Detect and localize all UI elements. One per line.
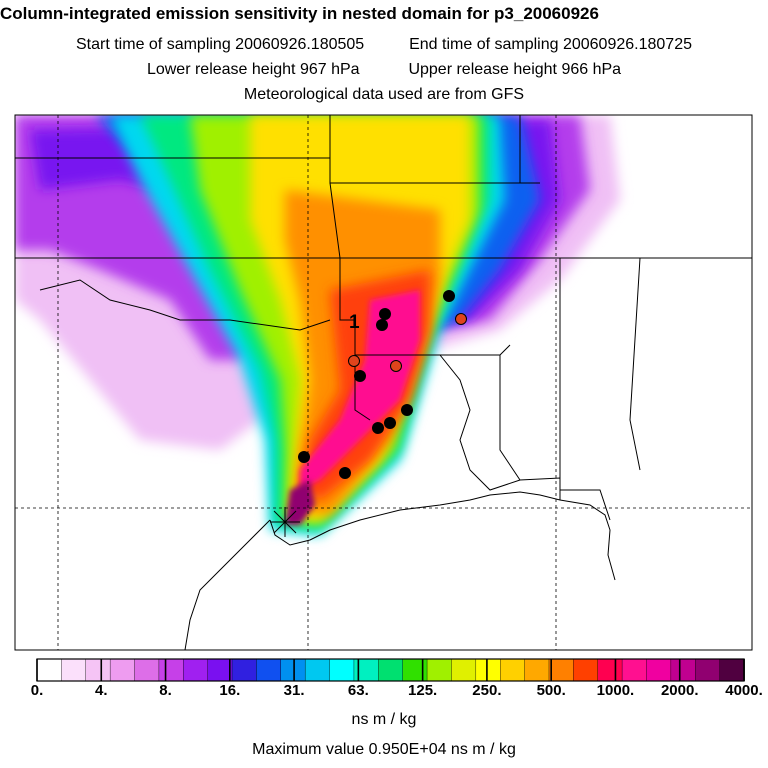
colorbar-tick-label: 8.	[159, 682, 172, 699]
receptor-point	[372, 422, 384, 434]
political-boundaries	[15, 115, 752, 650]
sensitivity-plume	[15, 115, 620, 535]
receptor-point	[379, 308, 391, 320]
trajectory-label: 1	[349, 312, 360, 333]
sampling-times: Start time of sampling 20060926.180505 E…	[0, 36, 768, 54]
receptor-point	[384, 417, 396, 429]
colorbar-tick-label: 2000.	[660, 682, 699, 699]
receptor-point	[376, 319, 388, 331]
receptor-point-red	[455, 313, 467, 325]
receptor-point	[401, 404, 413, 416]
end-time-label: End time of sampling 20060926.180725	[409, 36, 692, 53]
colorbar-tick-label: 4000.	[725, 682, 763, 699]
lower-release-label: Lower release height 967 hPa	[146, 61, 360, 78]
receptor-point	[298, 451, 310, 463]
colorbar-tick-label: 16.	[219, 682, 241, 699]
colorbar-tick-label: 125.	[408, 682, 438, 699]
colorbar-tick-label: 63.	[347, 682, 369, 699]
receptor-point-red	[390, 360, 402, 372]
units-label: ns m / kg	[351, 711, 417, 728]
release-point-icon	[270, 507, 300, 537]
receptor-point	[443, 290, 455, 302]
colorbar-tick-label: 250.	[472, 682, 502, 699]
met-data-label: Meteorological data used are from GFS	[243, 86, 525, 103]
max-value-label: Maximum value 0.950E+04 ns m / kg	[252, 741, 516, 758]
colorbar-tick-label: 4.	[95, 682, 108, 699]
receptor-point-red	[348, 355, 360, 367]
receptor-point	[339, 467, 351, 479]
colorbar-tick-label: 31.	[283, 682, 305, 699]
page-title: Column-integrated emission sensitivity i…	[0, 4, 599, 23]
receptor-point	[354, 370, 366, 382]
colorbar-tick-label: 0.	[30, 682, 44, 699]
grid-lines	[15, 115, 752, 650]
upper-release-label: Upper release height 966 hPa	[408, 61, 622, 78]
colorbar-tick-label: 1000.	[596, 682, 635, 699]
start-time-label: Start time of sampling 20060926.180505	[76, 36, 365, 53]
release-heights: Lower release height 967 hPa Upper relea…	[0, 61, 768, 79]
map-frame	[14, 114, 753, 651]
colorbar-tick-label: 500.	[536, 682, 566, 699]
receptor-markers	[298, 290, 467, 479]
